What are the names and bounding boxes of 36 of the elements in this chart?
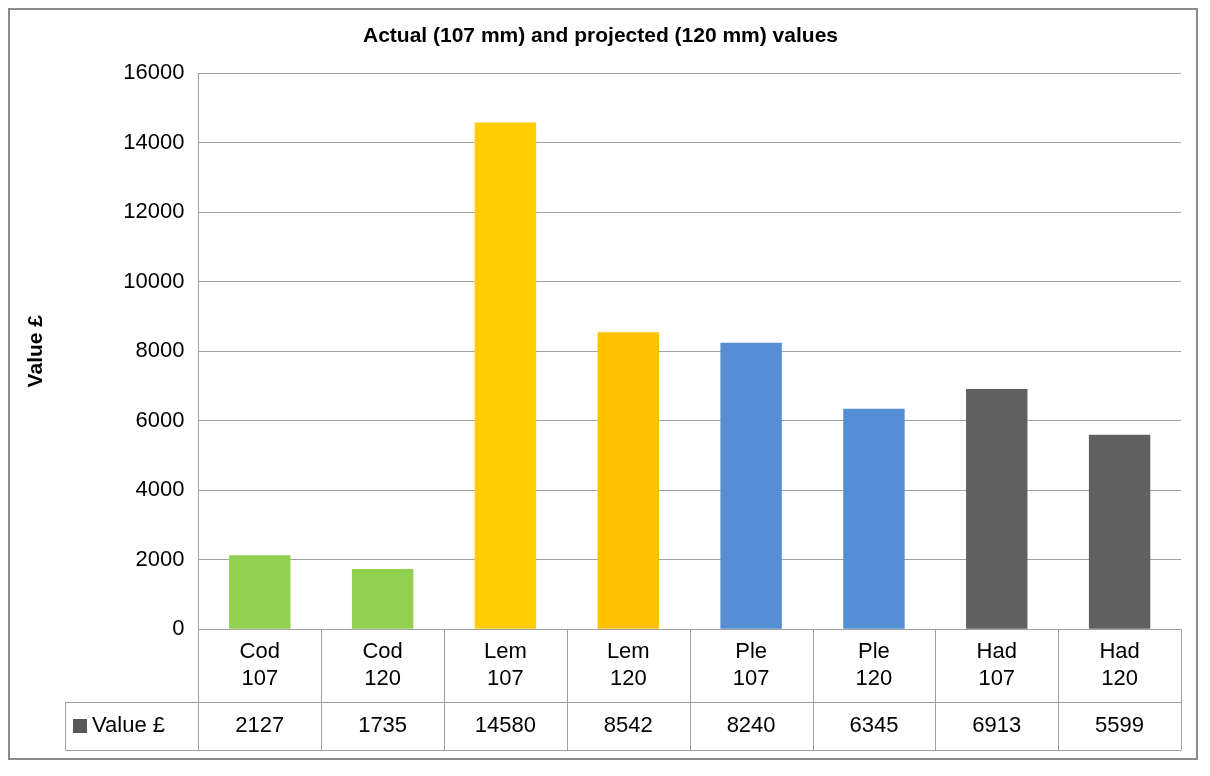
data-label: 6345 [849,712,899,738]
y-tick-label: 0 [172,615,185,641]
bar [229,555,291,629]
x-tick-label: Had 120 [1099,638,1140,690]
data-label: 8542 [603,712,653,738]
y-tick-label: 8000 [135,337,185,363]
chart-title: Actual (107 mm) and projected (120 mm) values [363,23,838,47]
x-tick-label: Had 107 [976,638,1017,690]
legend-label: Value £ [92,712,165,738]
y-axis-title: Value £ [23,314,47,388]
data-label: 5599 [1095,712,1145,738]
x-tick-label: Lem 120 [606,638,650,690]
bar [474,122,537,629]
data-label: 14580 [474,712,537,738]
x-tick-label: Ple 107 [732,638,770,690]
data-label: 8240 [726,712,776,738]
bar [597,332,659,629]
y-tick-label: 6000 [135,406,185,432]
data-label: 6913 [972,712,1022,738]
x-tick-label: Cod 107 [239,638,280,690]
bar [966,388,1028,629]
data-label: 2127 [235,712,285,738]
y-tick-label: 4000 [135,476,185,502]
bar [843,408,905,629]
bar [1088,434,1151,629]
x-tick-label: Cod 120 [362,638,403,690]
bar [351,568,414,629]
x-tick-label: Ple 120 [855,638,893,690]
y-tick-label: 2000 [135,545,185,571]
y-tick-label: 10000 [123,267,185,293]
y-tick-label: 14000 [123,128,185,154]
y-tick-label: 12000 [123,198,185,224]
bar [720,342,782,629]
x-tick-label: Lem 107 [484,638,527,690]
data-label: 1735 [358,712,408,738]
y-tick-label: 16000 [123,59,185,85]
